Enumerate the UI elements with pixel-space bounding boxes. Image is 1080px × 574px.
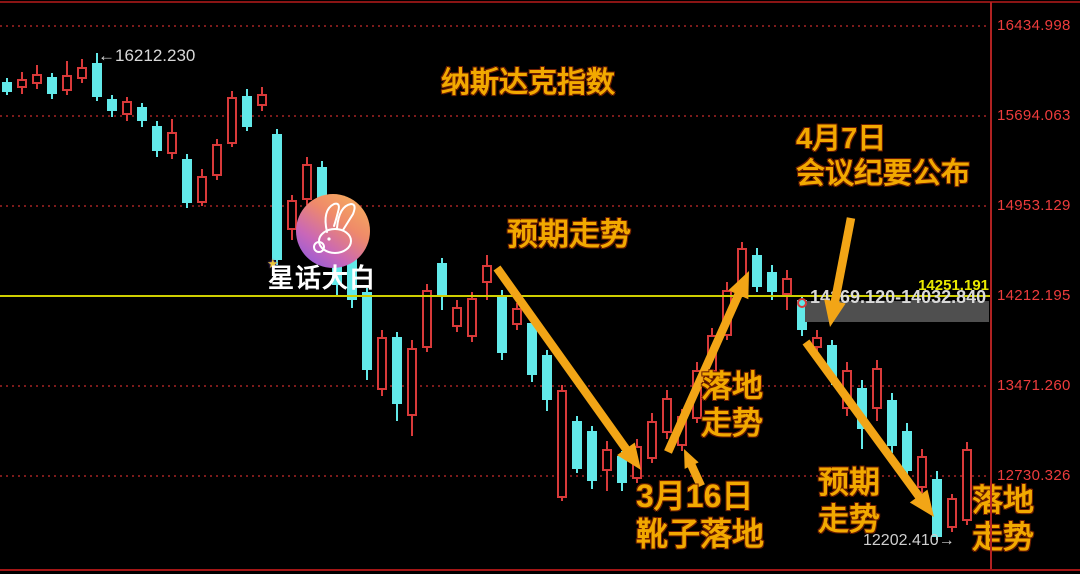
- y-axis-label: 13471.260: [997, 377, 1071, 394]
- candle-up: [32, 73, 42, 85]
- expected-trend-right-label: 预期 走势: [818, 465, 880, 538]
- candle-down: [752, 254, 762, 288]
- candle-down: [497, 296, 507, 354]
- candle-up: [647, 420, 657, 459]
- candle-up: [62, 75, 72, 92]
- candle-down: [152, 126, 162, 152]
- candle-up: [407, 348, 417, 416]
- y-axis-label: 12730.326: [997, 467, 1071, 484]
- candle-up: [257, 94, 267, 107]
- y-axis-label: 14953.129: [997, 197, 1071, 214]
- y-axis-label: 14212.195: [997, 287, 1071, 304]
- watermark-logo: ★ 星话大白: [266, 194, 386, 294]
- gridline: [0, 205, 990, 207]
- candle-up: [377, 337, 387, 391]
- level-label: 14251.191: [918, 277, 989, 294]
- candle-up: [302, 164, 312, 200]
- gridline: [0, 24, 990, 27]
- expected-trend-mid-label: 预期走势: [507, 217, 631, 252]
- candle-up: [662, 398, 672, 433]
- candle-up: [287, 199, 297, 230]
- candle-up: [842, 370, 852, 409]
- candle-down: [47, 77, 57, 95]
- candle-up: [962, 448, 972, 521]
- candle-down: [542, 355, 552, 401]
- candle-up: [737, 247, 747, 292]
- candle-down: [2, 82, 12, 93]
- candle-down: [932, 478, 942, 538]
- april7-meeting-note-label: 4月7日 会议纪要公布: [796, 123, 971, 190]
- candle-up: [872, 368, 882, 409]
- candle-down: [392, 337, 402, 404]
- candle-down: [572, 420, 582, 469]
- candle-down: [92, 62, 102, 98]
- candle-up: [707, 335, 717, 373]
- candle-down: [437, 262, 447, 296]
- candle-down: [362, 292, 372, 371]
- landing-trend-mid-label: 落地 走势: [701, 369, 763, 442]
- candle-down: [887, 400, 897, 446]
- candle-up: [482, 264, 492, 283]
- candle-down: [527, 323, 537, 376]
- y-axis-label: 16434.998: [997, 16, 1071, 34]
- range-highlight-box: [805, 301, 989, 322]
- candle-up: [512, 308, 522, 326]
- price-dot-marker: [797, 298, 807, 308]
- candle-up: [947, 497, 957, 528]
- logo-text: 星话大白: [268, 263, 377, 293]
- logo-star-icon: ★: [267, 256, 279, 271]
- candle-up: [602, 448, 612, 471]
- chart-bottom-border: [0, 569, 1080, 571]
- y-axis-label: 15694.063: [997, 107, 1071, 124]
- trend-arrow-head: [684, 449, 699, 469]
- candle-up: [782, 277, 792, 296]
- low-price-marker: 12202.410→: [863, 532, 955, 549]
- chart-title: 纳斯达克指数: [441, 67, 616, 99]
- candle-up: [917, 455, 927, 488]
- candle-up: [77, 67, 87, 80]
- candle-down: [587, 430, 597, 481]
- candle-down: [617, 455, 627, 483]
- candle-up: [227, 97, 237, 145]
- gridline: [0, 475, 990, 477]
- high-price-marker: ←16212.230: [98, 46, 196, 65]
- candle-down: [902, 430, 912, 471]
- candle-down: [242, 96, 252, 128]
- candle-down: [797, 300, 807, 331]
- candle-up: [452, 307, 462, 328]
- chart-top-border: [0, 1, 1080, 3]
- candle-down: [272, 134, 282, 260]
- candle-down: [137, 107, 147, 122]
- candle-up: [632, 445, 642, 479]
- logo-circle: [296, 194, 370, 268]
- candle-up: [197, 176, 207, 203]
- candle-down: [827, 345, 837, 379]
- candle-up: [212, 144, 222, 177]
- y-axis-line: [990, 2, 992, 569]
- candle-up: [167, 132, 177, 155]
- candle-up: [812, 337, 822, 349]
- candle-down: [347, 254, 357, 301]
- gridline: [0, 115, 990, 117]
- candle-down: [857, 388, 867, 429]
- candle-up: [17, 79, 27, 89]
- candle-up: [422, 289, 432, 349]
- candle-up: [677, 415, 687, 446]
- candle-up: [467, 297, 477, 338]
- candle-down: [767, 271, 777, 292]
- march16-boot-landing-label: 3月16日 靴子落地: [636, 478, 765, 553]
- rabbit-icon: [313, 202, 356, 254]
- candle-down: [182, 159, 192, 203]
- candle-up: [122, 101, 132, 116]
- candle-down: [107, 99, 117, 112]
- candle-up: [557, 390, 567, 498]
- trend-arrow-head: [909, 489, 934, 517]
- landing-trend-right-label: 落地 走势: [972, 483, 1034, 556]
